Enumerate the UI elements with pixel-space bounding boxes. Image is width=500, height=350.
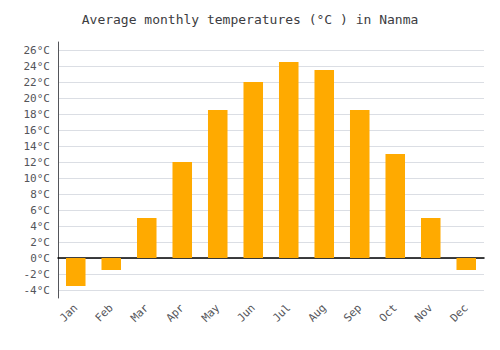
svg-text:18°C: 18°C — [24, 108, 51, 121]
svg-text:0°C: 0°C — [30, 252, 50, 265]
svg-text:-2°C: -2°C — [24, 268, 51, 281]
svg-text:14°C: 14°C — [24, 140, 51, 153]
svg-text:Mar: Mar — [128, 301, 151, 324]
svg-text:Oct: Oct — [377, 301, 400, 324]
svg-text:Jul: Jul — [270, 301, 293, 324]
svg-text:4°C: 4°C — [30, 220, 50, 233]
svg-text:Dec: Dec — [448, 301, 471, 324]
svg-text:6°C: 6°C — [30, 204, 50, 217]
svg-text:12°C: 12°C — [24, 156, 51, 169]
svg-text:May: May — [199, 301, 222, 324]
svg-text:Average monthly temperatures (: Average monthly temperatures (°C ) in Na… — [82, 12, 419, 27]
svg-text:Jun: Jun — [235, 301, 258, 324]
svg-text:22°C: 22°C — [24, 76, 51, 89]
svg-text:Feb: Feb — [93, 301, 116, 324]
svg-text:2°C: 2°C — [30, 236, 50, 249]
svg-text:20°C: 20°C — [24, 92, 51, 105]
svg-text:Nov: Nov — [412, 301, 435, 324]
svg-text:Jan: Jan — [57, 301, 80, 324]
svg-text:8°C: 8°C — [30, 188, 50, 201]
svg-text:26°C: 26°C — [24, 44, 51, 57]
svg-text:-4°C: -4°C — [24, 284, 51, 297]
svg-text:Aug: Aug — [306, 301, 329, 324]
svg-text:Sep: Sep — [341, 301, 364, 324]
svg-text:24°C: 24°C — [24, 60, 51, 73]
svg-text:16°C: 16°C — [24, 124, 51, 137]
svg-text:Apr: Apr — [164, 301, 187, 324]
svg-text:10°C: 10°C — [24, 172, 51, 185]
